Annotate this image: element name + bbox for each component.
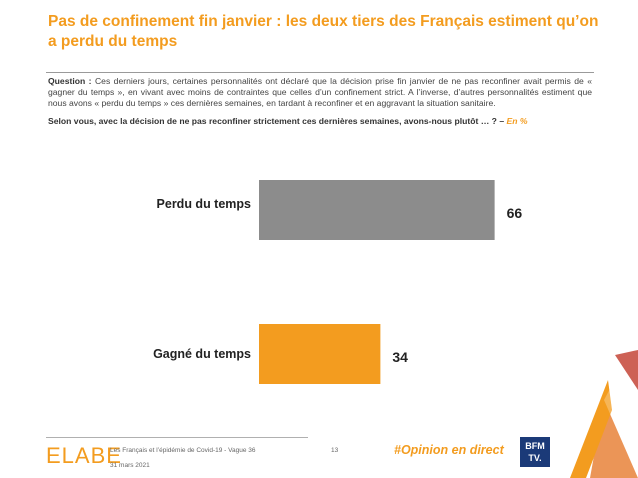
bar-chart: Perdu du temps 66 Gagné du temps 34	[153, 180, 523, 384]
date-text: 31 mars 2021	[110, 462, 150, 469]
question-text: Ces derniers jours, certaines personnali…	[48, 76, 592, 108]
title-divider	[46, 72, 594, 73]
bfm-tv-logo: BFM TV.	[520, 437, 550, 467]
category-label: Perdu du temps	[157, 197, 252, 211]
bar-gagne-du-temps	[259, 324, 381, 384]
page-title: Pas de confinement fin janvier : les deu…	[48, 13, 599, 50]
bfm-logo-line2: TV.	[528, 453, 542, 463]
question-block: Question : Ces derniers jours, certaines…	[48, 76, 592, 109]
question-ask-text: Selon vous, avec la décision de ne pas r…	[48, 116, 505, 126]
elabe-logo: ELABE	[46, 443, 122, 468]
unit-label: En %	[506, 116, 528, 126]
value-label: 66	[507, 205, 523, 221]
value-label: 34	[392, 349, 408, 365]
hashtag-text: #Opinion en direct	[394, 443, 504, 457]
bfm-logo-line1: BFM	[525, 441, 545, 451]
footer-divider	[46, 437, 308, 438]
page-number: 13	[331, 447, 339, 454]
category-label: Gagné du temps	[153, 347, 251, 361]
source-text: Les Français et l’épidémie de Covid-19 -…	[110, 447, 256, 454]
decorative-arrow-icon	[570, 350, 638, 478]
question-label: Question :	[48, 76, 92, 86]
question-ask: Selon vous, avec la décision de ne pas r…	[48, 116, 594, 127]
bar-perdu-du-temps	[259, 180, 495, 240]
